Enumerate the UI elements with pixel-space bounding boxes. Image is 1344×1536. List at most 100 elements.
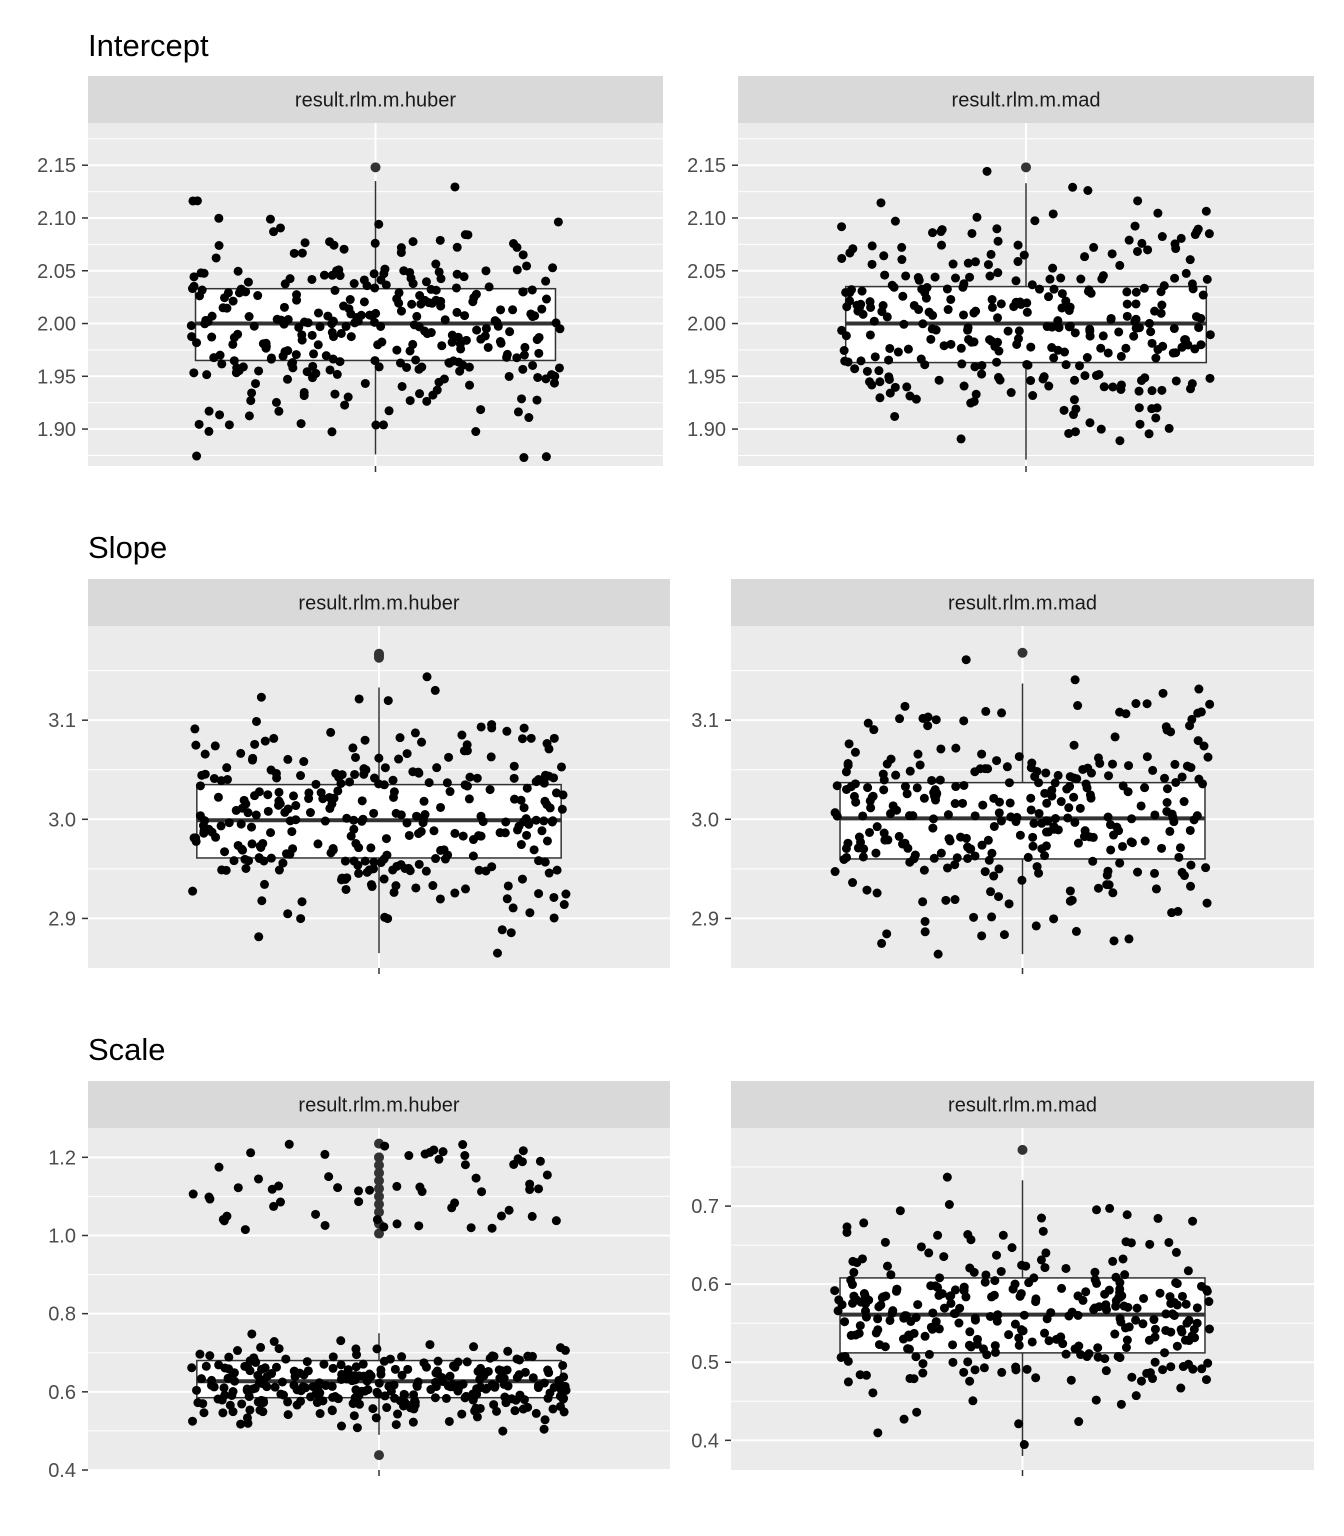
data-point — [1198, 290, 1208, 300]
data-point — [332, 369, 342, 379]
data-point — [472, 325, 482, 335]
data-point — [476, 811, 486, 821]
data-point — [397, 381, 407, 391]
data-point — [959, 716, 969, 726]
data-point — [386, 1386, 396, 1396]
data-point — [918, 897, 928, 907]
data-point — [1165, 826, 1175, 836]
data-point — [552, 865, 562, 875]
data-point — [1042, 1314, 1052, 1324]
data-point — [884, 372, 894, 382]
data-point — [1083, 286, 1093, 296]
data-point — [902, 382, 912, 392]
data-point — [296, 771, 306, 781]
data-point — [1205, 373, 1215, 383]
data-point — [381, 834, 391, 844]
data-point — [451, 283, 461, 293]
data-point — [188, 1189, 198, 1199]
data-point — [1050, 778, 1060, 788]
data-point — [408, 339, 418, 349]
data-point — [330, 389, 340, 399]
data-point — [438, 1377, 448, 1387]
data-point — [869, 725, 879, 735]
data-point — [430, 685, 440, 695]
data-point — [333, 786, 343, 796]
data-point — [537, 826, 547, 836]
y-tick-label: 2.05 — [37, 261, 76, 283]
data-point — [372, 1387, 382, 1397]
data-point — [1017, 875, 1027, 885]
data-point — [839, 346, 849, 356]
data-point — [274, 1181, 284, 1191]
data-point — [441, 1393, 451, 1403]
data-point — [941, 895, 951, 905]
data-point — [447, 337, 457, 347]
data-point — [540, 796, 550, 806]
data-point — [370, 238, 380, 248]
data-point — [285, 274, 295, 284]
data-point — [1012, 812, 1022, 822]
data-point — [402, 818, 412, 828]
data-point — [1010, 1319, 1020, 1329]
data-point — [892, 805, 902, 815]
data-point — [1181, 268, 1191, 278]
data-point — [1106, 845, 1116, 855]
data-point — [346, 831, 356, 841]
data-point — [1040, 788, 1050, 798]
data-point — [870, 352, 880, 362]
data-point — [471, 289, 481, 299]
data-point — [944, 834, 954, 844]
data-point — [1043, 816, 1053, 826]
data-point — [527, 285, 537, 295]
data-point — [455, 366, 465, 376]
data-point — [946, 1298, 956, 1308]
data-point — [1044, 381, 1054, 391]
data-point — [214, 1360, 224, 1370]
data-point — [453, 332, 463, 342]
data-point — [519, 803, 529, 813]
y-tick-label: 2.15 — [687, 155, 726, 177]
data-point — [516, 840, 526, 850]
data-point — [424, 778, 434, 788]
data-point — [548, 263, 558, 273]
data-point — [1145, 1368, 1155, 1378]
data-point — [1187, 714, 1197, 724]
data-point — [1158, 1365, 1168, 1375]
data-point — [559, 900, 569, 910]
data-point — [431, 854, 441, 864]
data-point — [854, 1328, 864, 1338]
data-point — [1188, 1216, 1198, 1226]
data-point — [966, 1235, 976, 1245]
data-point — [913, 749, 923, 759]
data-point — [1118, 781, 1128, 791]
data-point — [1085, 324, 1095, 334]
data-point — [1019, 1440, 1029, 1450]
data-point — [970, 767, 980, 777]
data-point — [1022, 1364, 1032, 1374]
data-point — [450, 828, 460, 838]
data-point — [928, 823, 938, 833]
data-point — [506, 928, 516, 938]
data-point — [366, 880, 376, 890]
data-point — [340, 856, 350, 866]
data-point — [425, 1147, 435, 1157]
data-point — [350, 1370, 360, 1380]
data-point — [884, 355, 894, 365]
data-point — [307, 274, 317, 284]
data-point — [959, 279, 969, 289]
data-point — [534, 889, 544, 899]
data-point — [998, 1230, 1008, 1240]
data-point — [421, 866, 431, 876]
data-point — [503, 881, 513, 891]
data-point — [1111, 1296, 1121, 1306]
data-point — [992, 357, 1002, 367]
data-point — [942, 284, 952, 294]
data-point — [994, 808, 1004, 818]
data-point — [297, 248, 307, 258]
data-point — [1169, 324, 1179, 334]
data-point — [1068, 182, 1078, 192]
data-point — [244, 411, 254, 421]
data-point — [1159, 281, 1169, 291]
data-point — [283, 1410, 293, 1420]
data-point — [1172, 1341, 1182, 1351]
